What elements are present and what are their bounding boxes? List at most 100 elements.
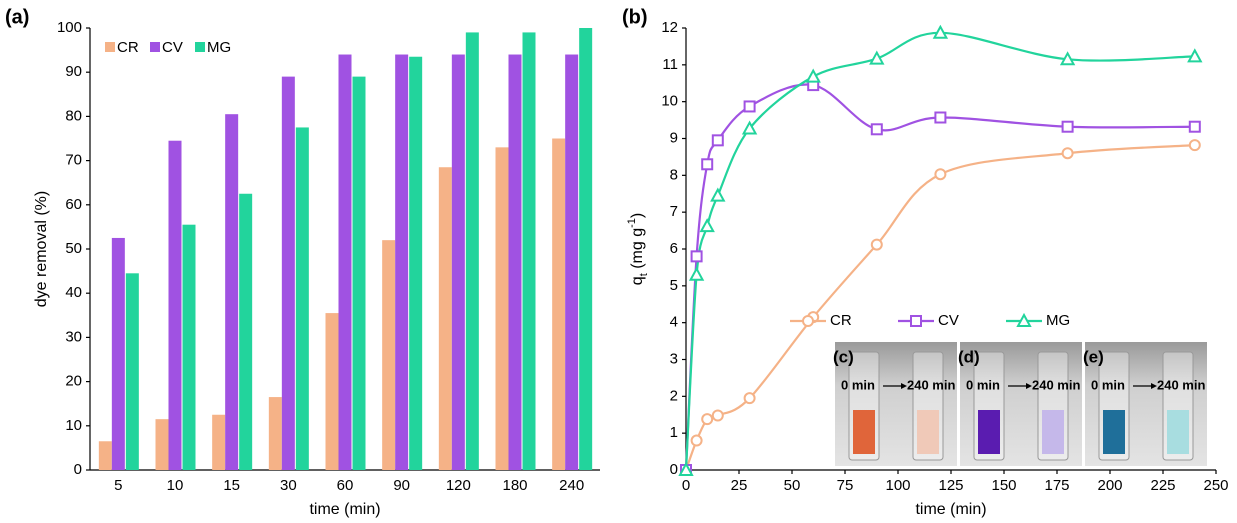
x-tick-label: 75 — [837, 477, 854, 494]
marker — [711, 134, 724, 147]
marker — [1016, 312, 1032, 327]
bar — [508, 54, 522, 471]
y-tick-label: 12 — [661, 19, 678, 36]
marker — [802, 315, 814, 327]
bar — [522, 32, 536, 471]
bar — [382, 240, 396, 470]
legend-swatch — [105, 42, 115, 52]
y-tick-label: 9 — [670, 129, 678, 146]
panel-label: (a) — [5, 6, 29, 28]
bar — [295, 127, 309, 470]
marker — [678, 461, 694, 476]
x-tick-label: 25 — [731, 477, 748, 494]
legend-label: MG — [1046, 312, 1070, 329]
legend-swatch — [195, 42, 205, 52]
y-tick-label: 0 — [74, 461, 82, 478]
marker — [1061, 120, 1074, 133]
y-axis-label-part: ) — [629, 213, 646, 218]
inset-from: 0 min — [1091, 377, 1125, 392]
marker — [701, 413, 714, 426]
legend-label: CR — [830, 312, 852, 329]
y-tick-label: 3 — [670, 350, 678, 367]
inset-to: 240 min — [907, 377, 955, 392]
y-tick-label: 10 — [65, 417, 82, 434]
x-tick-label: 60 — [337, 477, 354, 494]
bar — [168, 140, 182, 470]
y-tick-label: 7 — [670, 203, 678, 220]
series-line — [684, 83, 1195, 471]
x-tick-label: 125 — [938, 477, 963, 494]
x-tick-label: 200 — [1097, 477, 1122, 494]
y-tick-label: 11 — [662, 56, 678, 73]
legend-swatch — [150, 42, 160, 52]
x-tick-label: 100 — [885, 477, 910, 494]
inset-label: (e) — [1083, 347, 1104, 366]
inset-from: 0 min — [841, 377, 875, 392]
bar — [111, 237, 125, 470]
y-tick-label: 5 — [670, 277, 678, 294]
y-tick-label: 30 — [65, 328, 82, 345]
y-axis-label-part: q — [629, 276, 646, 285]
bar — [268, 397, 282, 470]
marker — [690, 434, 703, 447]
vial-liquid — [978, 410, 1000, 454]
inset-label: (d) — [958, 347, 980, 366]
inset-arrowhead — [1151, 383, 1157, 389]
marker — [805, 68, 821, 83]
y-tick-label: 90 — [65, 63, 82, 80]
y-axis-label-part: -1 — [626, 218, 638, 228]
bar — [212, 414, 226, 470]
inset-arrowhead — [901, 383, 907, 389]
x-tick-label: 5 — [114, 477, 122, 494]
marker — [710, 187, 726, 202]
x-tick-label: 240 — [559, 477, 584, 494]
marker — [1061, 147, 1074, 160]
legend-label: CR — [117, 39, 139, 56]
marker — [934, 111, 947, 124]
vial-liquid — [1167, 410, 1189, 454]
y-tick-label: 100 — [57, 19, 82, 36]
bar — [155, 419, 169, 470]
vial-liquid — [1103, 410, 1125, 454]
y-tick-label: 20 — [65, 373, 82, 390]
marker — [870, 123, 883, 136]
y-tick-label: 70 — [65, 152, 82, 169]
bar — [451, 54, 465, 471]
marker — [690, 250, 703, 263]
bar — [409, 56, 423, 470]
bar — [125, 273, 139, 470]
bar — [579, 28, 593, 470]
inset-label: (c) — [833, 347, 854, 366]
marker — [711, 409, 724, 422]
marker — [743, 100, 756, 113]
x-tick-label: 30 — [280, 477, 297, 494]
inset-from: 0 min — [966, 377, 1000, 392]
bar — [565, 54, 579, 471]
y-tick-label: 2 — [670, 387, 678, 404]
y-tick-label: 0 — [670, 461, 678, 478]
bar — [239, 193, 253, 470]
bar — [395, 54, 409, 471]
vial-liquid — [853, 410, 875, 454]
bar — [325, 313, 339, 470]
marker — [869, 50, 885, 65]
marker — [1188, 139, 1201, 152]
inset-arrowhead — [1026, 383, 1032, 389]
y-tick-label: 60 — [65, 196, 82, 213]
bar — [352, 76, 366, 471]
y-tick-label: 80 — [65, 107, 82, 124]
bar — [281, 76, 295, 471]
y-tick-label: 8 — [670, 166, 678, 183]
marker — [701, 158, 714, 171]
y-axis-label-part: (mg g — [629, 228, 646, 273]
x-tick-label: 120 — [446, 477, 471, 494]
y-tick-label: 10 — [661, 93, 678, 110]
x-tick-label: 10 — [167, 477, 184, 494]
marker — [932, 24, 949, 39]
y-tick-label: 6 — [670, 240, 678, 257]
vial-liquid — [917, 410, 939, 454]
legend-label: CV — [938, 312, 959, 329]
x-tick-label: 150 — [991, 477, 1016, 494]
marker — [870, 238, 883, 251]
